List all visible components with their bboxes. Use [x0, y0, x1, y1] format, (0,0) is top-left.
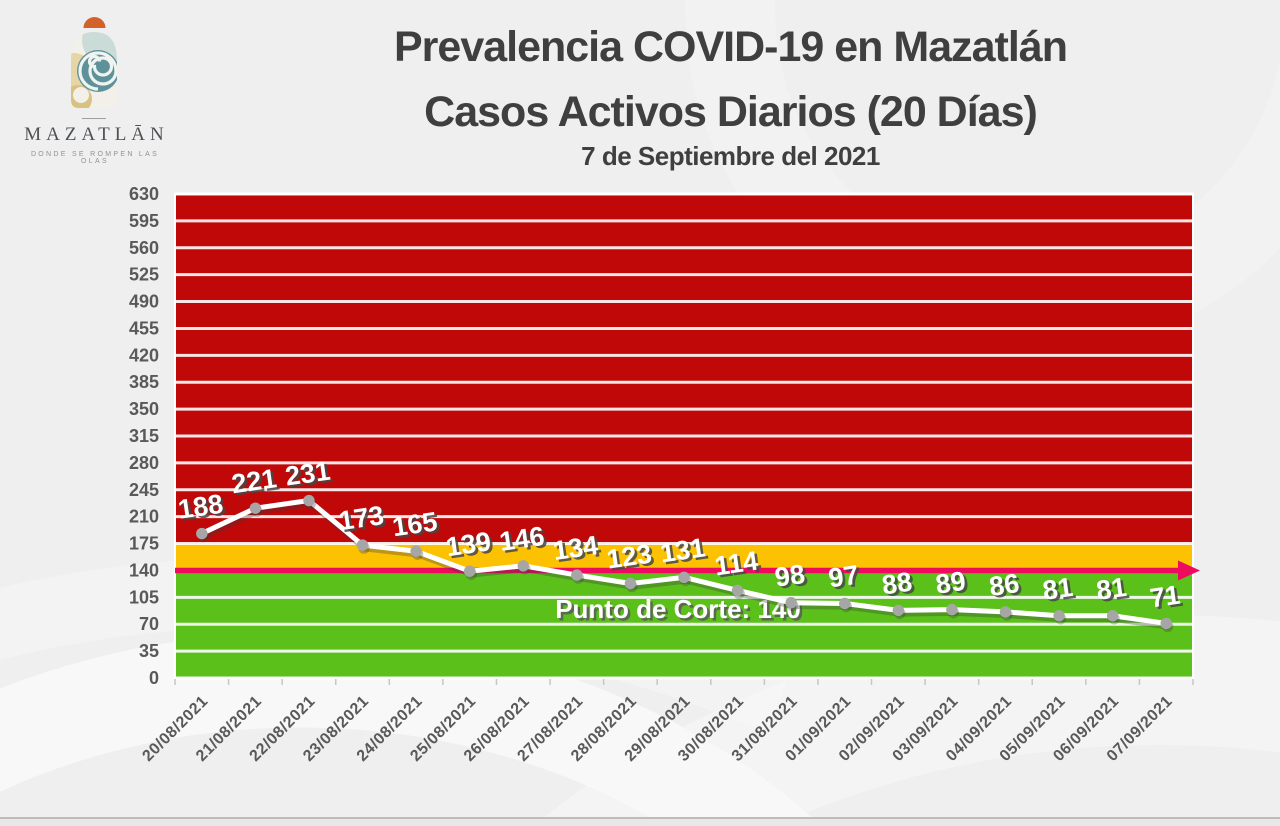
y-axis-label: 525 [129, 265, 159, 285]
data-point-label: 231 [283, 456, 332, 492]
watermark-swirl [0, 632, 822, 826]
logo-wordmark: MAZATLĀN [24, 124, 169, 145]
data-point-label-shadow: 88 [883, 569, 917, 603]
data-point-label: 114 [713, 546, 760, 582]
y-axis-label: 140 [129, 560, 159, 580]
data-point-marker [1053, 610, 1065, 622]
data-point-label-shadow: 146 [500, 523, 549, 559]
data-point-marker [731, 584, 744, 597]
data-point-label: 165 [390, 506, 439, 542]
logo-tagline: DONDE SE ROMPEN LAS OLAS [30, 151, 160, 165]
data-point-label-shadow: 173 [340, 502, 389, 538]
data-point-label: 71 [1148, 580, 1182, 614]
data-point-label-shadow: 139 [447, 528, 496, 564]
data-point-marker [1106, 610, 1119, 622]
mazatlan-logo: MAZATLĀN DONDE SE ROMPEN LAS OLAS [18, 14, 170, 165]
data-point-label: 146 [498, 521, 547, 557]
data-point-marker [839, 597, 851, 610]
data-point-marker [517, 560, 529, 572]
y-axis-label: 385 [129, 372, 159, 392]
data-point-label-shadow: 86 [990, 570, 1024, 604]
zone-yellow [175, 543, 1193, 571]
data-point-label-shadow: 221 [233, 465, 282, 501]
data-point-marker [410, 545, 422, 557]
y-axis-label: 315 [129, 426, 159, 446]
data-point-label-shadow: 81 [1044, 574, 1078, 608]
data-point-marker [892, 604, 905, 617]
data-point-label: 221 [230, 463, 279, 499]
data-point-marker [356, 539, 369, 551]
y-axis-label: 455 [129, 318, 159, 338]
data-point-label: 88 [880, 567, 914, 601]
y-axis-label: 630 [129, 184, 159, 204]
watermark-swirl [534, 615, 1280, 826]
data-point-marker [303, 494, 315, 507]
data-point-marker [463, 565, 476, 577]
page-date: 7 de Septiembre del 2021 [581, 141, 880, 171]
data-point-label-shadow: 89 [937, 568, 971, 602]
logo-divider [82, 118, 106, 119]
y-axis-label: 560 [129, 238, 159, 258]
data-point-label-shadow: 81 [1097, 574, 1131, 608]
mazatlan-shell-icon [71, 17, 117, 108]
data-point-label: 139 [444, 526, 493, 562]
data-point-marker [946, 603, 958, 616]
data-point-label-shadow: 188 [179, 491, 228, 527]
data-point-label-shadow: 71 [1151, 582, 1185, 616]
y-axis-label: 175 [129, 534, 159, 554]
y-axis-label: 105 [129, 587, 159, 607]
data-point-marker [196, 527, 208, 540]
data-point-marker [785, 597, 797, 609]
data-point-label: 131 [658, 532, 707, 568]
cutoff-label: Punto de Corte: 140 [555, 594, 801, 624]
data-point-label: 123 [605, 539, 654, 575]
data-point-label: 81 [1041, 572, 1075, 606]
y-axis-label: 595 [129, 211, 159, 231]
y-axis-label: 420 [129, 345, 159, 365]
data-point-label: 98 [773, 559, 807, 593]
data-point-label: 134 [551, 530, 600, 566]
data-point-label: 86 [987, 568, 1021, 602]
page-title: Prevalencia COVID-19 en Mazatlán [393, 23, 1068, 71]
data-point-label-shadow: 131 [661, 535, 710, 571]
y-axis-label: 210 [129, 507, 159, 527]
data-point-label-shadow: 123 [608, 541, 657, 577]
data-point-label: 173 [337, 500, 386, 536]
bottom-window-edge [0, 817, 1280, 826]
data-point-label-shadow: 97 [829, 562, 863, 596]
y-axis-label: 490 [129, 292, 159, 312]
data-point-label: 81 [1094, 572, 1128, 606]
data-point-label-shadow: 114 [715, 548, 762, 584]
data-point-label-shadow: 231 [286, 458, 335, 494]
y-axis-label: 0 [149, 668, 159, 688]
data-point-label-shadow: 134 [554, 532, 603, 568]
data-point-label: 97 [827, 560, 861, 594]
plot-border [174, 193, 1194, 679]
y-axis-label: 35 [139, 641, 159, 661]
title-block: Prevalencia COVID-19 en Mazatlán Casos A… [185, 26, 1276, 172]
data-point-label-shadow: 165 [393, 508, 442, 544]
data-point-marker [999, 606, 1012, 618]
data-point-marker [571, 569, 583, 581]
data-point-marker [624, 577, 637, 590]
data-point-marker [1160, 617, 1172, 630]
page-subtitle: Casos Activos Diarios (20 Días) [424, 88, 1038, 136]
cutoff-arrowhead [1178, 560, 1200, 581]
data-point-marker [678, 571, 690, 584]
y-axis-label: 350 [129, 399, 159, 419]
data-point-marker [249, 502, 262, 514]
y-axis-label: 245 [129, 480, 159, 500]
zone-red [175, 194, 1193, 544]
data-point-label: 89 [934, 566, 968, 600]
y-axis-label: 70 [139, 614, 159, 634]
data-point-label-shadow: 98 [776, 561, 810, 595]
data-point-label: 188 [176, 489, 225, 525]
y-axis-label: 280 [129, 453, 159, 473]
cutoff-label-shadow: Punto de Corte: 140 [558, 597, 804, 627]
